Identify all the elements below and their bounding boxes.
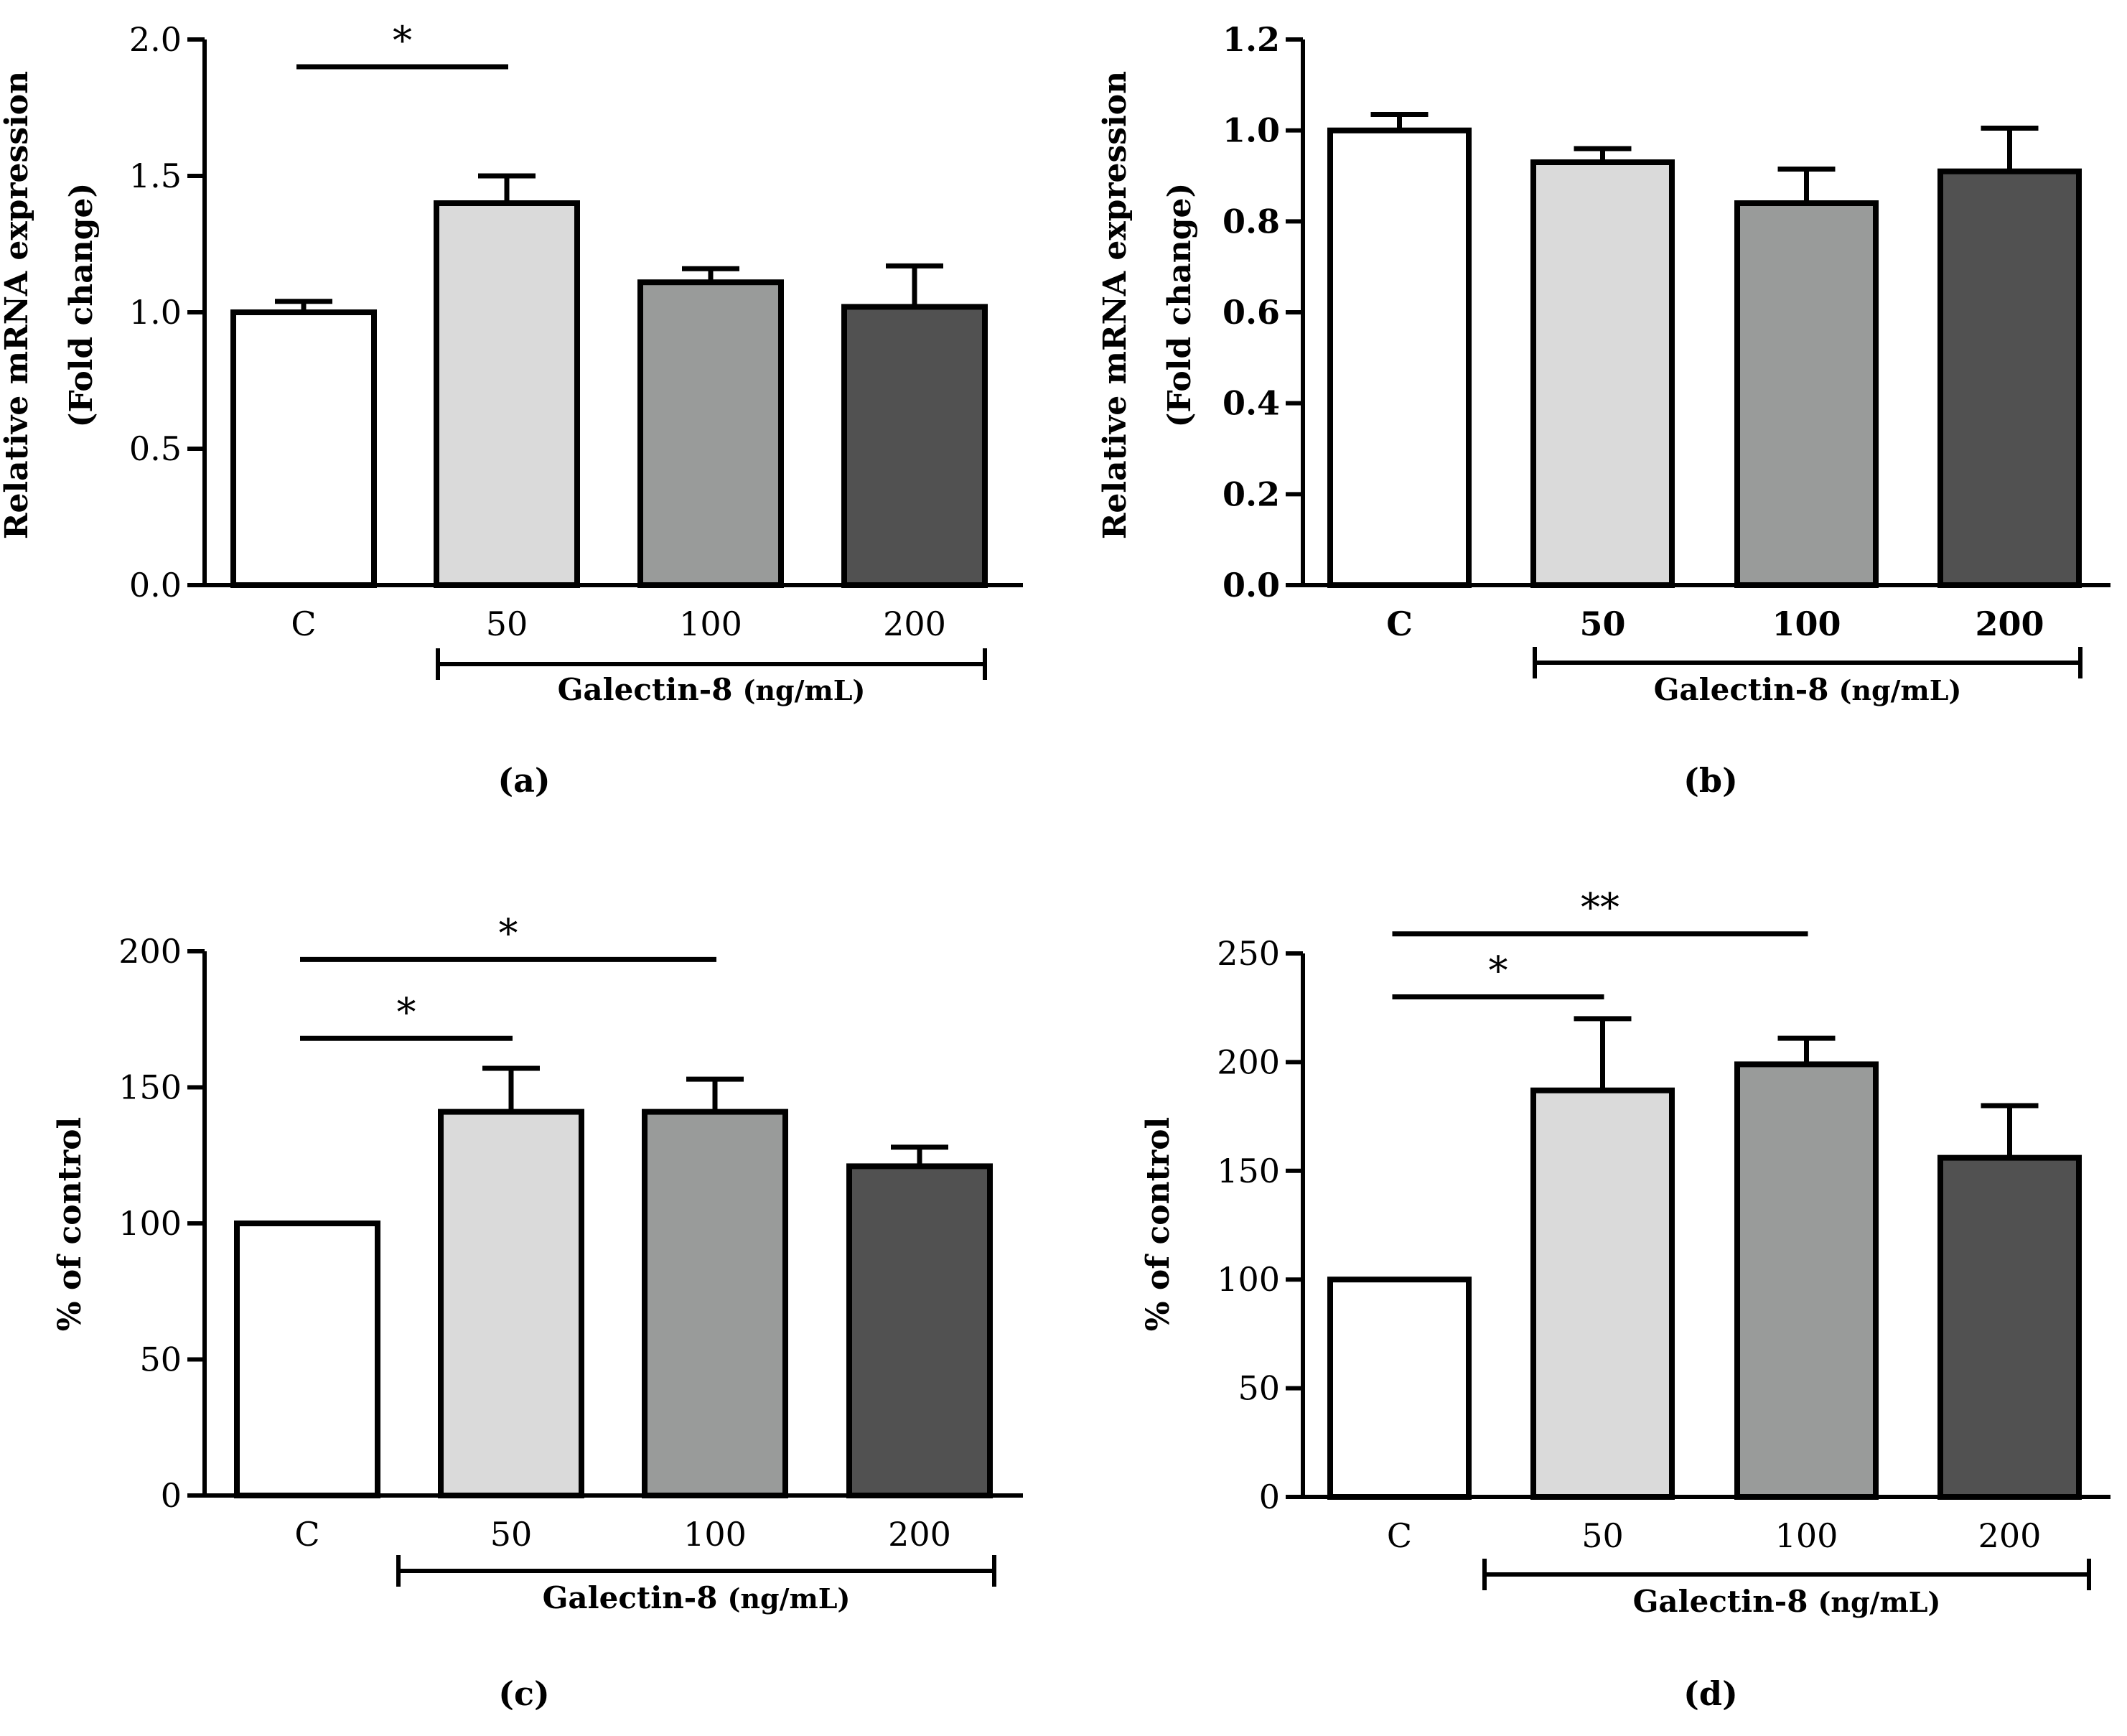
significance-marker: * xyxy=(499,910,518,956)
chart-panel-c: 0 50 100 150 200 C 50 100 200 % of control * * Galec… xyxy=(52,910,1023,1713)
bar-50 xyxy=(1530,159,1675,588)
x-tick-label: 50 xyxy=(1581,1516,1624,1555)
y-tick-label: 0.8 xyxy=(1223,202,1280,241)
y-axis-label: (Fold change) xyxy=(63,183,100,428)
group-label-unit: (ng/mL) xyxy=(1838,674,1961,706)
x-tick-label: C xyxy=(1387,1516,1412,1555)
y-axis-label: (Fold change) xyxy=(1161,183,1198,428)
y-tick-label: 250 xyxy=(1217,934,1280,973)
bar-C xyxy=(234,1221,380,1498)
y-tick-label: 200 xyxy=(118,932,182,971)
y-tick-label: 100 xyxy=(118,1204,182,1243)
y-tick-label: 0.4 xyxy=(1223,384,1280,423)
x-tick-label: 100 xyxy=(1772,605,1841,643)
x-tick-label: 50 xyxy=(486,605,528,643)
group-label-unit: (ng/mL) xyxy=(727,1582,850,1615)
group-label-name: Galectin-8 xyxy=(543,1580,718,1615)
y-tick-label: 150 xyxy=(1217,1152,1280,1190)
significance-marker: * xyxy=(397,989,416,1035)
y-tick-label: 0 xyxy=(1259,1478,1280,1516)
y-tick-label: 1.2 xyxy=(1223,20,1280,59)
x-tick-label: 200 xyxy=(883,605,946,643)
bar-200 xyxy=(1937,1154,2082,1500)
group-label-unit: (ng/mL) xyxy=(742,674,865,706)
bar-200 xyxy=(846,1163,993,1499)
y-tick-label: 0.2 xyxy=(1223,475,1280,513)
bar-50 xyxy=(438,1109,584,1498)
y-axis-label: % of control xyxy=(1140,1117,1177,1331)
chart-panel-b: 0.0 0.2 0.4 0.6 0.8 1.0 1.2 C 50 100 200 Relative m… xyxy=(1097,20,2110,800)
bar-C xyxy=(1327,127,1472,588)
y-tick-label: 50 xyxy=(139,1340,182,1379)
x-tick-label: 100 xyxy=(683,1515,747,1554)
x-tick-label: C xyxy=(291,605,316,643)
significance-marker: * xyxy=(1489,948,1508,994)
y-tick-label: 100 xyxy=(1217,1260,1280,1299)
y-axis-label: Relative mRNA expression xyxy=(1097,71,1133,539)
y-tick-label: 0.0 xyxy=(129,566,182,605)
y-tick-label: 1.0 xyxy=(129,293,182,332)
bar-200 xyxy=(1937,168,2082,588)
group-label: Galectin-8 (ng/mL) xyxy=(558,672,866,707)
x-tick-label: 200 xyxy=(1978,1516,2042,1555)
bar-200 xyxy=(841,304,988,588)
y-tick-label: 150 xyxy=(118,1068,182,1107)
bar-C xyxy=(1327,1277,1472,1500)
y-tick-label: 200 xyxy=(1217,1042,1280,1081)
y-tick-label: 2.0 xyxy=(129,20,182,59)
y-tick-label: 0.5 xyxy=(129,429,182,468)
x-tick-label: 200 xyxy=(888,1515,951,1554)
group-label-name: Galectin-8 xyxy=(558,672,733,707)
x-tick-label: 200 xyxy=(1975,605,2044,643)
x-tick-label: C xyxy=(294,1515,319,1554)
bar-100 xyxy=(637,279,784,588)
bar-50 xyxy=(1530,1087,1675,1501)
y-axis-label: Relative mRNA expression xyxy=(0,71,35,539)
y-tick-label: 0.0 xyxy=(1223,566,1280,605)
group-label: Galectin-8 (ng/mL) xyxy=(1654,672,1962,707)
chart-panel-a: 0.0 0.5 1.0 1.5 2.0 C 50 100 200 Relative mRNA ex… xyxy=(0,18,1023,800)
x-tick-label: 100 xyxy=(679,605,742,643)
bar-100 xyxy=(1734,200,1879,588)
group-label: Galectin-8 (ng/mL) xyxy=(543,1580,851,1615)
bar-50 xyxy=(434,200,580,588)
group-label-name: Galectin-8 xyxy=(1654,672,1829,707)
y-tick-label: 0.6 xyxy=(1223,293,1280,332)
x-tick-label: 100 xyxy=(1775,1516,1838,1555)
x-tick-label: 50 xyxy=(1579,605,1625,643)
x-tick-label: 50 xyxy=(490,1515,533,1554)
significance-marker: ** xyxy=(1581,885,1619,930)
y-axis-label: % of control xyxy=(52,1117,88,1331)
bar-C xyxy=(230,309,377,588)
y-tick-label: 1.0 xyxy=(1223,111,1280,150)
group-label-name: Galectin-8 xyxy=(1633,1584,1808,1619)
y-tick-label: 0 xyxy=(161,1476,182,1515)
panel-label: (a) xyxy=(497,761,550,800)
x-tick-label: C xyxy=(1386,605,1413,643)
group-label: Galectin-8 (ng/mL) xyxy=(1633,1584,1941,1619)
group-label-unit: (ng/mL) xyxy=(1818,1586,1940,1618)
y-tick-label: 1.5 xyxy=(129,157,182,195)
significance-marker: * xyxy=(393,18,412,63)
panel-label: (d) xyxy=(1683,1674,1738,1713)
panel-label: (c) xyxy=(498,1674,550,1713)
bar-100 xyxy=(642,1109,788,1498)
y-tick-label: 50 xyxy=(1238,1369,1280,1408)
bar-100 xyxy=(1734,1061,1879,1500)
panel-label: (b) xyxy=(1683,761,1738,800)
